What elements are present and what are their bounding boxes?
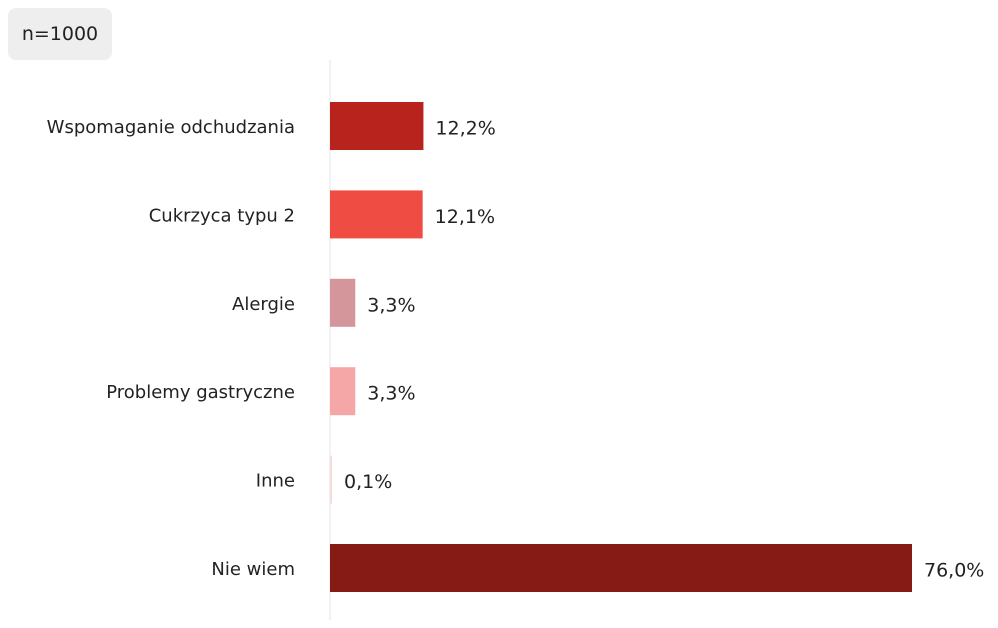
category-label: Wspomaganie odchudzania xyxy=(47,117,295,138)
bar xyxy=(330,190,423,239)
category-label: Cukrzyca typu 2 xyxy=(149,205,295,226)
category-label: Alergie xyxy=(232,294,295,315)
value-label: 3,3% xyxy=(367,383,415,405)
bar xyxy=(330,102,424,150)
bar xyxy=(330,455,332,504)
value-label: 12,1% xyxy=(435,206,495,228)
category-label: Problemy gastryczne xyxy=(106,382,295,403)
value-label: 12,2% xyxy=(435,118,495,140)
bar xyxy=(330,367,356,416)
category-label: Nie wiem xyxy=(211,559,295,580)
category-label: Inne xyxy=(256,471,295,492)
value-label: 76,0% xyxy=(924,560,984,582)
bar xyxy=(330,278,356,327)
sample-size: n=1000 xyxy=(8,8,112,60)
value-label: 0,1% xyxy=(344,471,392,493)
bar xyxy=(330,544,912,592)
value-label: 3,3% xyxy=(367,294,415,316)
